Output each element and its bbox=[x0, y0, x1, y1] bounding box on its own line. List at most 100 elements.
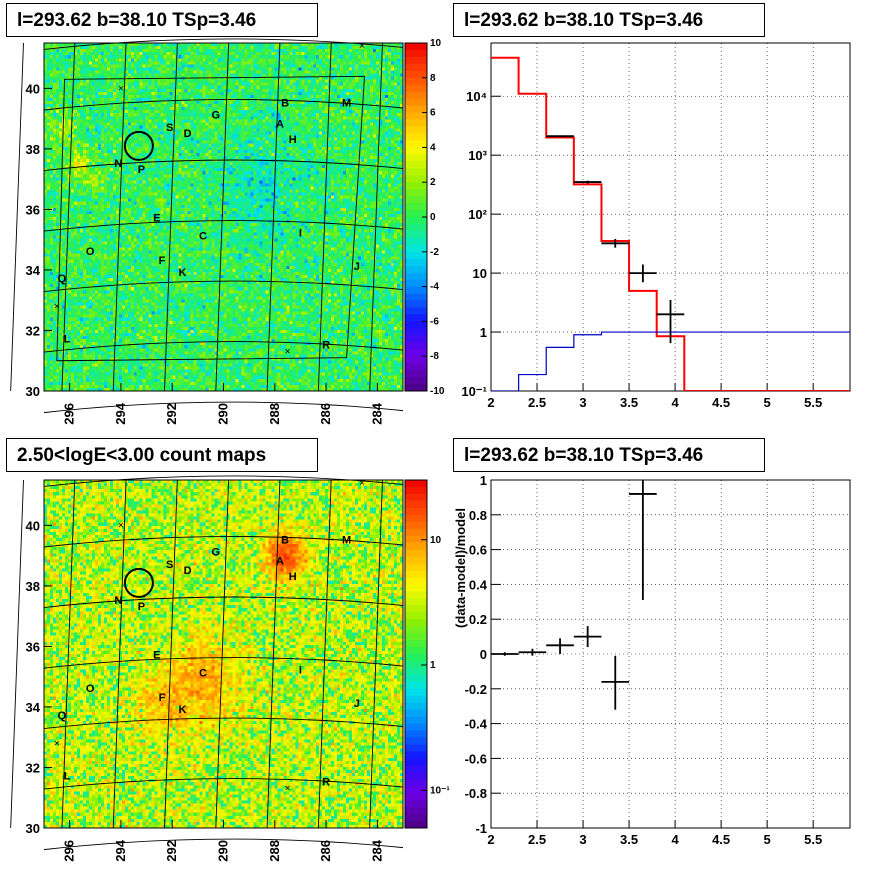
residual-map-colorbar-tick-label: -4 bbox=[430, 282, 439, 293]
count-map-parallel-line bbox=[43, 596, 404, 608]
spectrum-y-tick-label: 1 bbox=[480, 325, 487, 340]
residual-map-x-tick-label: 296 bbox=[62, 403, 77, 425]
residual-map-source-label: F bbox=[159, 255, 166, 267]
residual-map-y-tick-label: 36 bbox=[26, 202, 40, 217]
residual-map-meridian-line bbox=[112, 42, 127, 392]
residual-map-colorbar-segment bbox=[405, 210, 427, 218]
count-map-colorbar-segment bbox=[405, 591, 427, 599]
title-top-left: l=293.62 b=38.10 TSp=3.46 bbox=[6, 3, 318, 37]
count-map-parallel-line bbox=[43, 657, 404, 669]
count-map-circle-marker bbox=[123, 567, 154, 598]
residual-map-colorbar-segment bbox=[405, 84, 427, 93]
count-map-meridian-line bbox=[266, 479, 281, 829]
count-map-colorbar-segment bbox=[405, 514, 427, 523]
count-map-colorbar-segment bbox=[405, 570, 427, 578]
count-map-source-label: O bbox=[86, 683, 95, 695]
residual-map-source-label: P bbox=[138, 164, 145, 176]
count-map-colorbar-segment bbox=[405, 709, 427, 718]
residual-map-colorbar-segment bbox=[405, 265, 427, 274]
count-map-colorbar-segment bbox=[405, 702, 427, 711]
spectrum-x-tick-label: 2 bbox=[487, 395, 494, 410]
residual-map-colorbar-segment bbox=[405, 154, 427, 162]
count-map-colorbar-segment bbox=[405, 493, 427, 502]
residual-map-colorbar-segment bbox=[405, 342, 427, 350]
residual-map-parallel-line bbox=[43, 280, 404, 293]
count-map-colorbar-segment bbox=[405, 556, 427, 565]
residual-map-colorbar-segment bbox=[405, 258, 427, 267]
residual-y-tick-label: 0.8 bbox=[469, 508, 487, 523]
count-map-source-label: S bbox=[166, 559, 173, 571]
count-map-colorbar-segment bbox=[405, 716, 427, 725]
spectrum-frame bbox=[490, 42, 851, 392]
count-map-colorbar-segment bbox=[405, 779, 427, 787]
residual-map-source-label: R bbox=[322, 340, 330, 352]
residual-map-pixels bbox=[44, 43, 403, 391]
residual-map-roi-outline bbox=[56, 75, 366, 362]
count-map-colorbar-segment bbox=[405, 667, 427, 676]
count-map-source-label: L bbox=[64, 771, 71, 783]
count-map-colorbar-segment bbox=[405, 619, 427, 627]
residual-x-tick-label: 3.5 bbox=[620, 832, 638, 847]
count-map-coord-grid bbox=[10, 475, 404, 851]
count-map-y-tick-label: 40 bbox=[26, 518, 40, 533]
residual-map-colorbar-tick-label: 0 bbox=[430, 212, 436, 223]
residual-x-tick-label: 3 bbox=[579, 832, 586, 847]
count-map-colorbar-segment bbox=[405, 765, 427, 773]
residual-map-y-tick-label: 30 bbox=[26, 384, 40, 399]
residual-y-tick-label: 0.6 bbox=[469, 543, 487, 558]
count-map-meridian-line bbox=[10, 479, 24, 829]
count-map-colorbar-segment bbox=[405, 480, 427, 488]
count-map-source-label: P bbox=[138, 601, 145, 613]
count-map-source-label: Q bbox=[58, 710, 67, 722]
residual-map-source-label: Q bbox=[58, 273, 67, 285]
count-map-colorbar-frame bbox=[404, 479, 428, 829]
count-map-y-tick-label: 34 bbox=[26, 700, 41, 715]
count-map-meridian-line bbox=[112, 479, 127, 829]
count-map-source-label: H bbox=[289, 571, 297, 583]
residual-map-y-tick-label: 40 bbox=[26, 81, 40, 96]
count-map-source-label: N bbox=[114, 595, 122, 607]
count-map-colorbar-segment bbox=[405, 640, 427, 648]
residual-map-source-label: I bbox=[299, 228, 302, 240]
residual-map-source-label: S bbox=[166, 122, 173, 134]
count-map-colorbar-segment bbox=[405, 744, 427, 752]
count-map-y-tick-label: 30 bbox=[26, 821, 40, 836]
spectrum-y-tick-label: 10⁴ bbox=[466, 89, 487, 104]
residual-map-meridian-line bbox=[266, 42, 281, 392]
count-map-colorbar-segment bbox=[405, 674, 427, 683]
residual-map-colorbar-segment bbox=[405, 70, 427, 79]
residual-map-colorbar-segment bbox=[405, 182, 427, 190]
count-map-colorbar-segment bbox=[405, 486, 427, 495]
count-map-parallel-line bbox=[43, 838, 404, 851]
residual-map-colorbar-segment bbox=[405, 147, 427, 155]
residual-map-meridian-line bbox=[215, 42, 230, 392]
residual-map-source-label: A bbox=[276, 119, 284, 131]
count-map-y-tick-label: 38 bbox=[26, 579, 40, 594]
count-map-colorbar-segment bbox=[405, 751, 427, 759]
count-map-source-label: I bbox=[299, 665, 302, 677]
spectrum-x-tick-label: 2.5 bbox=[528, 395, 546, 410]
residual-map-source-label: G bbox=[212, 110, 221, 122]
count-map-x-tick-label: 286 bbox=[318, 840, 333, 862]
count-map-colorbar-segment bbox=[405, 660, 427, 669]
residual-map-x-tick-label: 294 bbox=[113, 402, 128, 424]
residual-map-colorbar-segment bbox=[405, 230, 427, 239]
count-map-colorbar-tick-label: 10 bbox=[430, 535, 442, 546]
count-map-meridian-line bbox=[215, 479, 230, 829]
residual-map-cross-marker: × bbox=[285, 347, 291, 358]
residual-y-tick-label: 0.2 bbox=[469, 612, 487, 627]
residual-map-colorbar-segment bbox=[405, 203, 427, 211]
count-map-colorbar-segment bbox=[405, 681, 427, 690]
residual-map-colorbar-segment bbox=[405, 49, 427, 58]
residual-map-colorbar-segment bbox=[405, 77, 427, 86]
residual-map-colorbar-segment bbox=[405, 286, 427, 295]
residual-map-colorbar-segment bbox=[405, 279, 427, 288]
count-map-source-label: A bbox=[276, 556, 284, 568]
count-map-colorbar-segment bbox=[405, 793, 427, 801]
residual-map-colorbar-segment bbox=[405, 98, 427, 107]
residual-map-colorbar-tick-label: 10 bbox=[430, 38, 442, 49]
count-map-colorbar-segment bbox=[405, 737, 427, 745]
residual-map-colorbar-segment bbox=[405, 189, 427, 197]
spectrum-x-tick-label: 5.5 bbox=[804, 395, 822, 410]
residual-y-tick-label: -0.6 bbox=[465, 751, 487, 766]
